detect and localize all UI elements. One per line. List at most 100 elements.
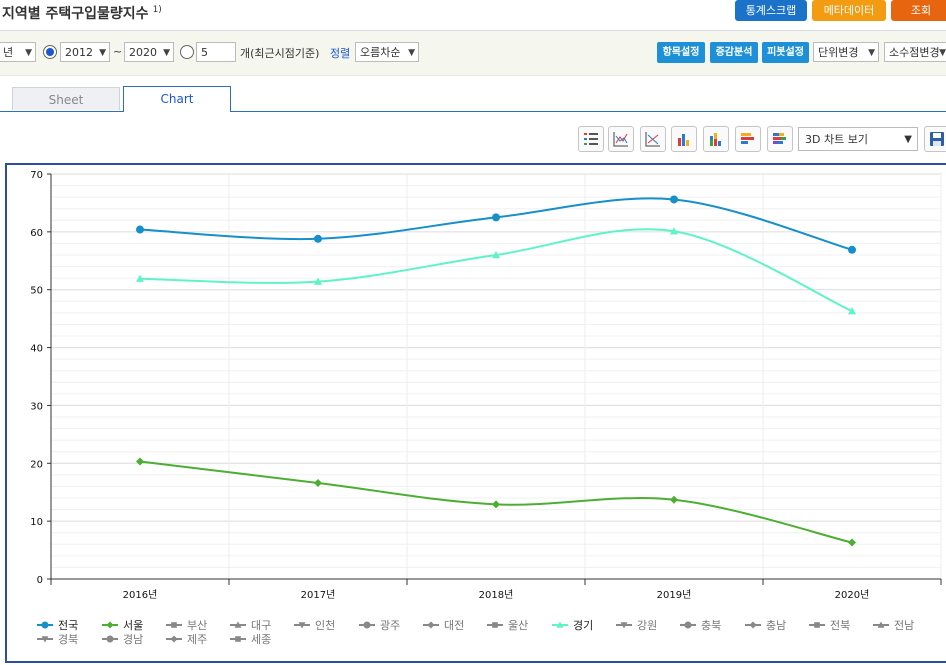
legend-marker[interactable] [41, 636, 49, 643]
legend-item[interactable]: 전국 [37, 619, 78, 632]
legend-marker[interactable] [234, 621, 242, 628]
data-point[interactable] [848, 307, 856, 315]
legend-label: 충남 [766, 619, 786, 632]
legend-marker[interactable] [41, 621, 49, 629]
tab-sheet[interactable]: Sheet [12, 87, 120, 110]
pivot-settings-button[interactable]: 피봇설정 [762, 42, 809, 63]
chevron-down-icon: ▼ [939, 48, 946, 58]
legend-item[interactable]: 인천 [294, 618, 335, 632]
line-chart-button[interactable] [608, 126, 634, 152]
legend-label: 세종 [251, 633, 271, 646]
stacked-horizontal-bar-button[interactable] [767, 126, 793, 152]
legend-item[interactable]: 대구 [230, 619, 271, 632]
legend-item[interactable]: 경남 [102, 633, 143, 646]
series-서울 [136, 457, 856, 547]
legend-marker[interactable] [427, 621, 435, 629]
legend-toggle-button[interactable] [578, 126, 604, 152]
bar-chart-button[interactable] [671, 126, 697, 152]
series-경기 [136, 227, 856, 315]
horizontal-bar-button[interactable] [735, 126, 761, 152]
legend-item[interactable]: 경기 [552, 619, 593, 632]
legend-item[interactable]: 광주 [359, 619, 400, 632]
legend-item[interactable]: 강원 [616, 619, 657, 632]
data-point[interactable] [136, 225, 144, 234]
data-point[interactable] [136, 274, 144, 282]
legend-marker[interactable] [749, 621, 757, 629]
legend-label: 경북 [58, 633, 78, 646]
stacked-bar-button[interactable] [703, 126, 729, 152]
chart-type-select[interactable]: 3D 차트 보기 ▼ [798, 127, 918, 151]
legend-item[interactable]: 서울 [102, 619, 143, 632]
tab-chart[interactable]: Chart [123, 86, 231, 112]
data-point[interactable] [314, 234, 322, 243]
legend-marker[interactable] [106, 621, 114, 629]
legend-marker[interactable] [363, 621, 371, 629]
data-point[interactable] [314, 478, 322, 487]
data-point[interactable] [492, 213, 500, 222]
title-footnote[interactable]: 1) [152, 5, 162, 16]
chart-axes: 0 10 20 30 40 50 60 70 2016년 2017년 2018년 2019년 2020년 [30, 170, 942, 601]
legend-marker[interactable] [620, 622, 628, 629]
metadata-button[interactable]: 메타데이터 [812, 0, 886, 21]
legend-label: 전국 [58, 619, 78, 632]
sort-select[interactable]: 오름차순 ▼ [355, 42, 419, 62]
data-point[interactable] [314, 277, 322, 285]
x-tick-label: 2017년 [301, 589, 336, 601]
legend-item[interactable]: 충남 [745, 619, 786, 632]
legend-marker[interactable] [235, 636, 241, 642]
legend-marker[interactable] [298, 622, 306, 629]
stacked-bar-icon [710, 133, 721, 146]
legend-item[interactable]: 세종 [230, 633, 271, 646]
legend-marker[interactable] [171, 622, 177, 628]
save-button[interactable] [924, 126, 946, 152]
data-point[interactable] [670, 495, 678, 504]
data-point[interactable] [848, 245, 856, 254]
legend-item[interactable]: 부산 [166, 619, 207, 632]
recent-count-label: 개(최근시점기준) [240, 47, 320, 60]
data-point[interactable] [848, 538, 856, 547]
legend-item[interactable]: 대전 [423, 619, 464, 632]
legend-item[interactable]: 전북 [809, 619, 850, 632]
data-point[interactable] [670, 227, 678, 235]
from-year-select[interactable]: 2012 ▼ [60, 42, 110, 62]
data-point[interactable] [670, 195, 678, 204]
legend-item[interactable]: 경북 [37, 633, 78, 646]
legend-marker[interactable] [877, 621, 885, 628]
chevron-down-icon: ▼ [25, 48, 32, 58]
data-point[interactable] [136, 457, 144, 466]
legend-item[interactable]: 전남 [873, 619, 914, 632]
legend-marker[interactable] [684, 621, 692, 629]
legend-marker[interactable] [106, 635, 114, 643]
legend-label: 전남 [894, 619, 914, 632]
legend-label: 부산 [187, 619, 207, 632]
chevron-down-icon: ▼ [408, 48, 415, 58]
recent-count-input[interactable]: 5 [196, 42, 236, 62]
legend-label: 충북 [701, 619, 721, 632]
legend-item[interactable]: 제주 [166, 633, 207, 646]
series-전국 [136, 195, 856, 254]
legend-item[interactable]: 충북 [680, 619, 721, 632]
data-point[interactable] [492, 500, 500, 509]
chevron-down-icon: ▼ [99, 48, 106, 58]
legend-marker[interactable] [492, 622, 498, 628]
legend-marker[interactable] [814, 622, 820, 628]
stat-scrap-button[interactable]: 통계스크랩 [735, 0, 807, 21]
legend-label: 울산 [508, 619, 528, 632]
decimal-change-select[interactable]: 소수점변경 ▼ [884, 42, 946, 62]
data-point[interactable] [492, 251, 500, 259]
scatter-chart-button[interactable] [640, 126, 666, 152]
period-range-radio[interactable] [43, 45, 57, 59]
legend-marker[interactable] [170, 635, 178, 643]
legend-marker[interactable] [556, 621, 564, 628]
item-settings-button[interactable]: 항목설정 [657, 42, 705, 63]
legend-item[interactable]: 울산 [487, 619, 528, 632]
y-tick-label: 70 [30, 170, 43, 181]
change-analysis-button[interactable]: 증감분석 [710, 42, 758, 63]
unit-change-select[interactable]: 단위변경 ▼ [813, 42, 879, 62]
y-tick-label: 50 [30, 286, 43, 297]
search-button[interactable]: 조회 [891, 0, 946, 21]
period-unit-select[interactable]: 년 ▼ [0, 42, 36, 62]
to-year-select[interactable]: 2020 ▼ [124, 42, 174, 62]
recent-count-radio[interactable] [180, 45, 194, 59]
